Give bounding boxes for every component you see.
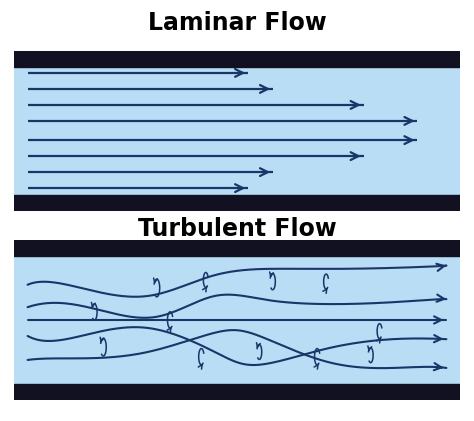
- Bar: [14, 195, 460, 210]
- Text: Laminar Flow: Laminar Flow: [147, 11, 327, 35]
- Bar: [14, 240, 460, 256]
- Bar: [14, 384, 460, 400]
- Bar: [14, 51, 460, 67]
- Text: Turbulent Flow: Turbulent Flow: [137, 217, 337, 242]
